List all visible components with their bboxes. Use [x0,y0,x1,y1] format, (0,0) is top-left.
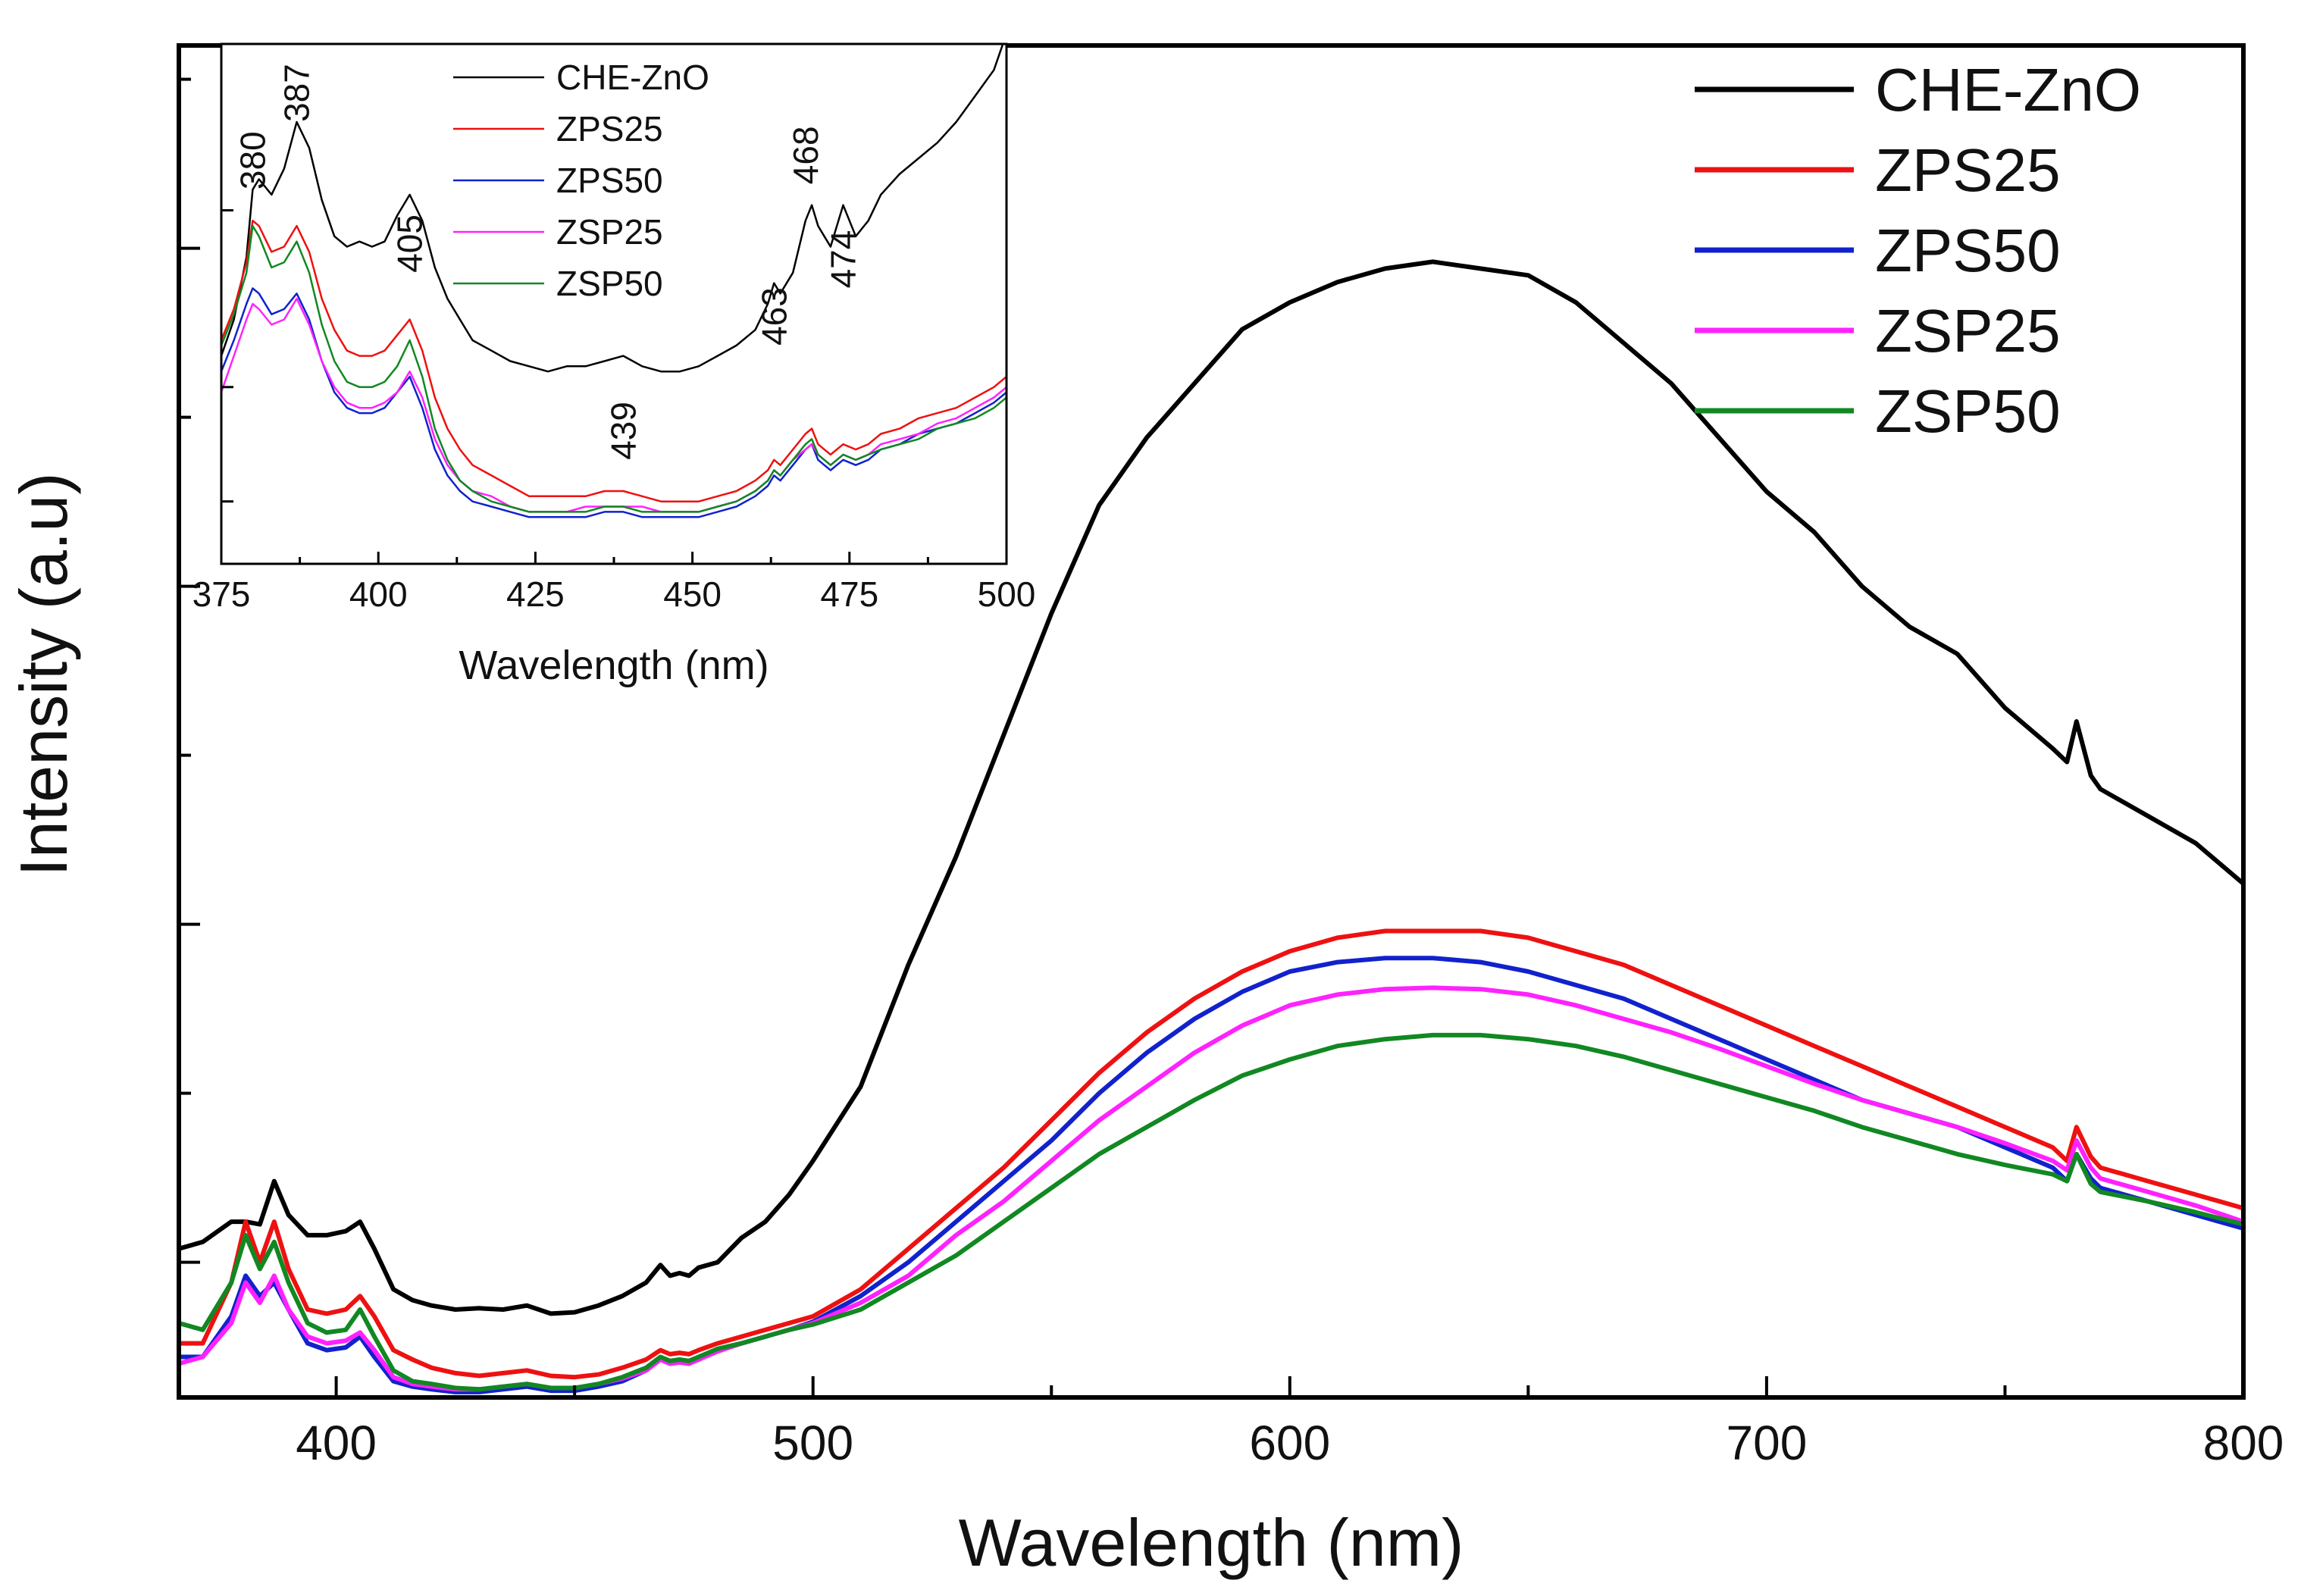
legend-label-zps50: ZPS50 [1875,217,2061,284]
legend-label-zsp50: ZSP50 [556,264,663,303]
main-plot: 400 500 600 700 800 Wavelength (nm) Intensit… [6,43,2284,1580]
legend-label-zsp25: ZSP25 [1875,297,2061,365]
peak-label-439: 439 [604,402,643,460]
inset-series-che-zno [221,44,1004,373]
main-x-tick-label: 700 [1727,1416,1808,1470]
inset-x-tick-label: 425 [506,574,565,614]
legend-label-che-zno: CHE-ZnO [556,58,709,97]
inset-series-group [221,44,1006,518]
inset-plot-frame [220,42,1008,565]
main-y-axis-title: Intensity (a.u) [6,472,81,876]
peak-label-380: 380 [233,131,273,189]
inset-x-axis-title: Wavelength (nm) [459,643,769,688]
peak-label-405: 405 [390,214,430,273]
inset-x-tick-label: 375 [193,574,251,614]
main-x-axis-title: Wavelength (nm) [959,1505,1464,1580]
peak-label-474: 474 [824,230,863,289]
inset-series-zps25 [221,219,1006,502]
peak-label-387: 387 [277,64,317,122]
main-ticks-group: 400 500 600 700 800 [179,77,2284,1470]
inset-x-tick-label: 500 [978,574,1036,614]
main-series-zsp50 [179,1032,2243,1392]
inset-series-zsp50 [221,224,1006,513]
inset-x-tick-label: 400 [349,574,408,614]
main-series-zps25 [179,928,2243,1380]
main-x-tick-label: 800 [2203,1416,2284,1470]
legend-label-zsp50: ZSP50 [1875,377,2061,445]
main-legend: CHE-ZnO ZPS25 ZPS50 ZSP25 ZSP50 [1695,56,2141,445]
main-x-tick-label: 500 [772,1416,853,1470]
legend-label-zps25: ZPS25 [1875,136,2061,204]
main-series-che-zno [179,259,2243,1316]
legend-label-zsp25: ZSP25 [556,212,663,252]
main-plot-frame [177,43,2246,1400]
main-x-tick-label: 400 [296,1416,377,1470]
peak-label-468: 468 [786,126,825,184]
inset-legend: CHE-ZnO ZPS25 ZPS50 ZSP25 ZSP50 [453,58,709,303]
main-series-group [179,259,2243,1394]
legend-label-zps50: ZPS50 [556,161,663,200]
legend-label-che-zno: CHE-ZnO [1875,56,2141,124]
main-x-tick-label: 600 [1249,1416,1330,1470]
inset-plot: 375 400 425 450 475 500 Wavelength (nm) CHE-Z… [193,42,1036,688]
inset-background [221,44,1006,564]
inset-x-tick-label: 475 [820,574,878,614]
inset-x-tick-label: 450 [663,574,722,614]
inset-ticks-group: 375 400 425 450 475 500 [193,209,1036,614]
peak-label-463: 463 [754,287,794,346]
legend-label-zps25: ZPS25 [556,109,663,149]
